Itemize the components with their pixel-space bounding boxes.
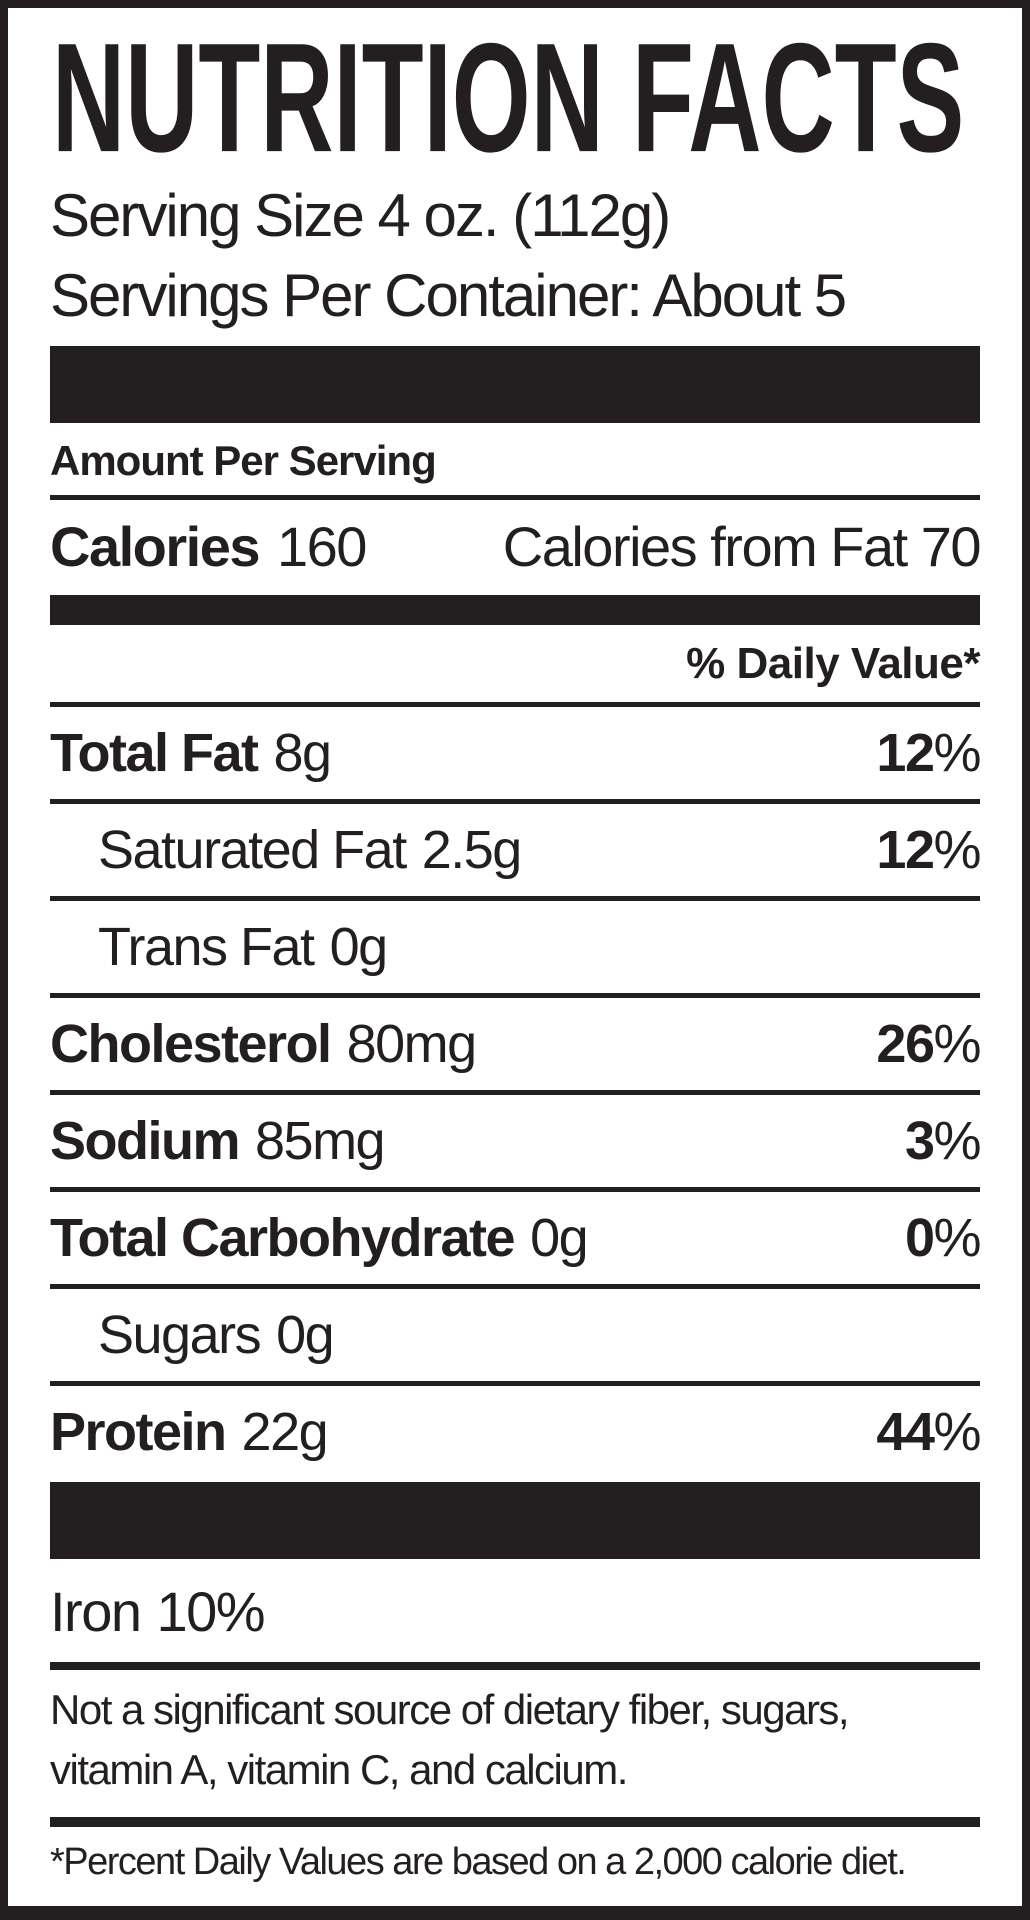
section-bar-top	[50, 345, 980, 423]
percent-sign: %	[933, 722, 981, 783]
nutrient-row: Cholesterol 80mg 26 %	[50, 998, 981, 1090]
calories-value: 160	[277, 514, 367, 578]
nutrient-dv-number: 0	[904, 1207, 935, 1268]
footnote-text: *Percent Daily Values are based on a 2,0…	[50, 1841, 907, 1884]
nutrient-row: Total Carbohydrate 0g 0 %	[50, 1192, 982, 1284]
nutrient-daily-value: 44 %	[876, 1401, 981, 1463]
iron-label: Iron	[50, 1579, 142, 1643]
divider	[50, 895, 980, 901]
nutrient-name: Total Carbohydrate	[50, 1207, 516, 1268]
divider	[50, 1817, 980, 1828]
iron-line: Iron 10%	[50, 1559, 980, 1662]
section-bar-calories	[50, 594, 980, 625]
nutrient-name: Sodium	[50, 1110, 241, 1171]
nutrient-row: Total Fat 8g 12 %	[50, 707, 981, 799]
daily-value-heading: % Daily Value*	[686, 638, 980, 688]
percent-sign: %	[933, 1207, 981, 1268]
nutrient-amount: 0g	[530, 1207, 589, 1268]
label-title: NUTRITION FACTS	[52, 34, 964, 168]
nutrient-amount: 2.5g	[421, 819, 523, 880]
divider	[50, 701, 980, 707]
divider	[50, 494, 980, 500]
percent-sign: %	[933, 1110, 981, 1171]
divider	[50, 992, 980, 998]
nutrient-row: Sugars 0g	[50, 1289, 980, 1381]
nutrient-amount: 22g	[241, 1401, 329, 1462]
section-bar-protein	[50, 1481, 980, 1559]
nutrient-amount: 8g	[273, 722, 332, 783]
nutrient-dv-number: 12	[876, 819, 935, 880]
servings-per-container-line: Servings Per Container: About 5	[50, 261, 847, 329]
nutrient-name: Trans Fat	[98, 916, 315, 977]
nutrient-daily-value: 3 %	[904, 1110, 982, 1172]
percent-sign: %	[933, 1401, 981, 1462]
nutrient-row: Protein 22g 44 %	[50, 1386, 981, 1478]
nutrient-daily-value: 12 %	[876, 819, 981, 881]
iron-value: 10%	[156, 1579, 266, 1643]
nutrient-amount: 0g	[276, 1304, 335, 1365]
nutrient-row: Sodium 85mg 3 %	[50, 1095, 982, 1187]
nutrient-name: Total Fat	[50, 722, 259, 783]
calories-label: Calories	[50, 514, 261, 578]
nutrient-amount: 85mg	[255, 1110, 386, 1171]
serving-info: Serving Size 4 oz. (112g) Servings Per C…	[50, 176, 980, 336]
divider	[50, 798, 980, 804]
percent-sign: %	[933, 819, 981, 880]
serving-size-line: Serving Size 4 oz. (112g)	[50, 182, 671, 249]
calories-row: Calories 160 Calories from Fat 70	[50, 514, 982, 579]
nutrient-row: Trans Fat 0g	[50, 901, 980, 993]
nutrient-daily-value: 26 %	[876, 1013, 981, 1075]
divider	[50, 1089, 980, 1095]
divider	[50, 1661, 980, 1670]
label-title-text: NUTRITION FACTS	[52, 34, 964, 168]
disclaimer-text: Not a significant source of dietary fibe…	[50, 1685, 850, 1794]
nutrient-amount: 80mg	[346, 1013, 478, 1074]
nutrient-dv-number: 26	[876, 1013, 935, 1074]
nutrient-daily-value: 0 %	[904, 1207, 982, 1269]
calories-from-fat-label: Calories from Fat	[502, 514, 908, 578]
nutrient-dv-number: 44	[876, 1401, 935, 1462]
nutrient-row: Saturated Fat 2.5g 12 %	[50, 804, 981, 896]
nutrient-dv-number: 12	[876, 722, 935, 783]
nutrient-name: Protein	[50, 1401, 227, 1462]
calories-from-fat: Calories from Fat 70	[502, 514, 982, 579]
calories-from-fat-value: 70	[920, 514, 982, 578]
divider	[50, 1380, 980, 1386]
nutrient-name: Sugars	[98, 1304, 262, 1365]
nutrient-daily-value: 12 %	[876, 722, 981, 784]
nutrient-dv-number: 3	[904, 1110, 935, 1171]
nutrient-name: Cholesterol	[50, 1013, 332, 1074]
amount-per-serving-heading: Amount Per Serving	[50, 436, 437, 484]
divider	[50, 1186, 980, 1192]
divider	[50, 1283, 980, 1289]
nutrient-name: Saturated Fat	[98, 819, 407, 880]
nutrient-rows: Total Fat 8g 12 % Saturated Fat 2.5g 12 …	[50, 707, 982, 1478]
nutrient-amount: 0g	[329, 916, 389, 977]
percent-sign: %	[933, 1013, 981, 1074]
